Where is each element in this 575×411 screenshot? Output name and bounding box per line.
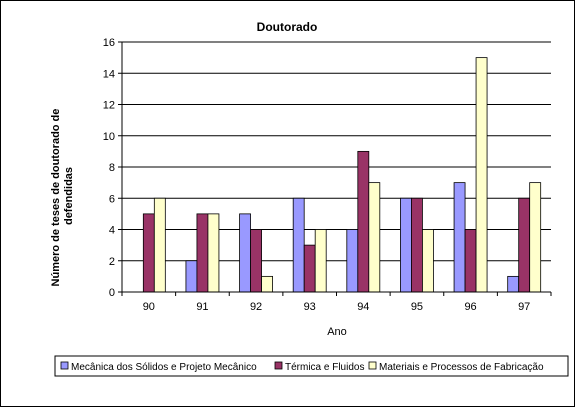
- legend-box: [54, 355, 569, 377]
- x-tick-label: 93: [304, 301, 316, 313]
- bar-91-series-1: [196, 213, 209, 293]
- bar-95-series-1: [411, 197, 423, 293]
- legend-swatch-2: [368, 361, 377, 370]
- y-tick-label: 4: [109, 225, 115, 237]
- x-axis-label: Ano: [327, 326, 347, 338]
- bar-97-series-2: [529, 182, 542, 293]
- y-tick-labels: 0 2 4 6 8 10 12 14 16: [103, 37, 122, 299]
- legend: Mecânica dos Sólidos e Projeto Mecânico T…: [54, 355, 569, 377]
- bar-97-series-0: [507, 275, 520, 293]
- bar-90-series-2: [153, 197, 166, 293]
- gridlines: [122, 41, 551, 262]
- bar-95-series-2: [422, 229, 434, 293]
- bar-91-series-2: [207, 213, 220, 293]
- x-tick-label: 97: [518, 301, 530, 313]
- x-tick-label: 91: [196, 301, 208, 313]
- bars: [142, 57, 542, 293]
- x-tick-label: 95: [411, 301, 423, 313]
- y-tick-label: 10: [103, 131, 115, 143]
- y-axis-label: Número de teses de doutorado de defendid…: [50, 106, 75, 287]
- y-tick-label: 2: [109, 256, 115, 268]
- y-tick-label: 8: [109, 162, 115, 174]
- x-tick-label: 94: [357, 301, 369, 313]
- legend-swatch-1: [274, 361, 283, 370]
- y-axis-label-line-2: defendidas: [63, 167, 75, 225]
- bar-94-series-1: [357, 150, 370, 293]
- y-tick-label: 12: [103, 100, 115, 112]
- bar-97-series-1: [518, 197, 531, 293]
- y-tick-label: 0: [109, 287, 115, 299]
- x-tick-label: 92: [250, 301, 262, 313]
- bar-93-series-2: [314, 229, 327, 293]
- bar-92-series-1: [250, 229, 262, 293]
- y-tick-label: 16: [103, 37, 115, 49]
- y-axis-label-line-1: Número de teses de doutorado de: [50, 109, 62, 287]
- bar-90-series-1: [142, 213, 155, 293]
- legend-label-1: Térmica e Fluidos: [285, 362, 364, 373]
- chart-title: Doutorado: [257, 20, 318, 34]
- y-tick-label: 14: [103, 68, 115, 80]
- bar-96-series-2: [475, 57, 488, 293]
- legend-swatch-0: [60, 361, 69, 370]
- bar-93-series-0: [292, 197, 305, 293]
- bar-92-series-0: [239, 213, 251, 293]
- legend-label-2: Materiais e Processos de Fabricação: [379, 362, 544, 373]
- bar-96-series-1: [464, 229, 477, 293]
- bar-96-series-0: [453, 182, 466, 293]
- bar-94-series-2: [368, 182, 381, 293]
- bar-95-series-0: [400, 197, 412, 293]
- bar-94-series-0: [346, 229, 359, 293]
- bar-92-series-2: [261, 275, 273, 293]
- y-tick-label: 6: [109, 193, 115, 205]
- legend-label-0: Mecânica dos Sólidos e Projeto Mecânico: [71, 362, 257, 373]
- bar-91-series-0: [185, 260, 198, 293]
- x-tick-label: 90: [143, 301, 155, 313]
- x-tick-labels: 90 91 92 93 94 95 96 97: [121, 292, 552, 313]
- bar-93-series-1: [303, 244, 316, 293]
- x-tick-label: 96: [464, 301, 476, 313]
